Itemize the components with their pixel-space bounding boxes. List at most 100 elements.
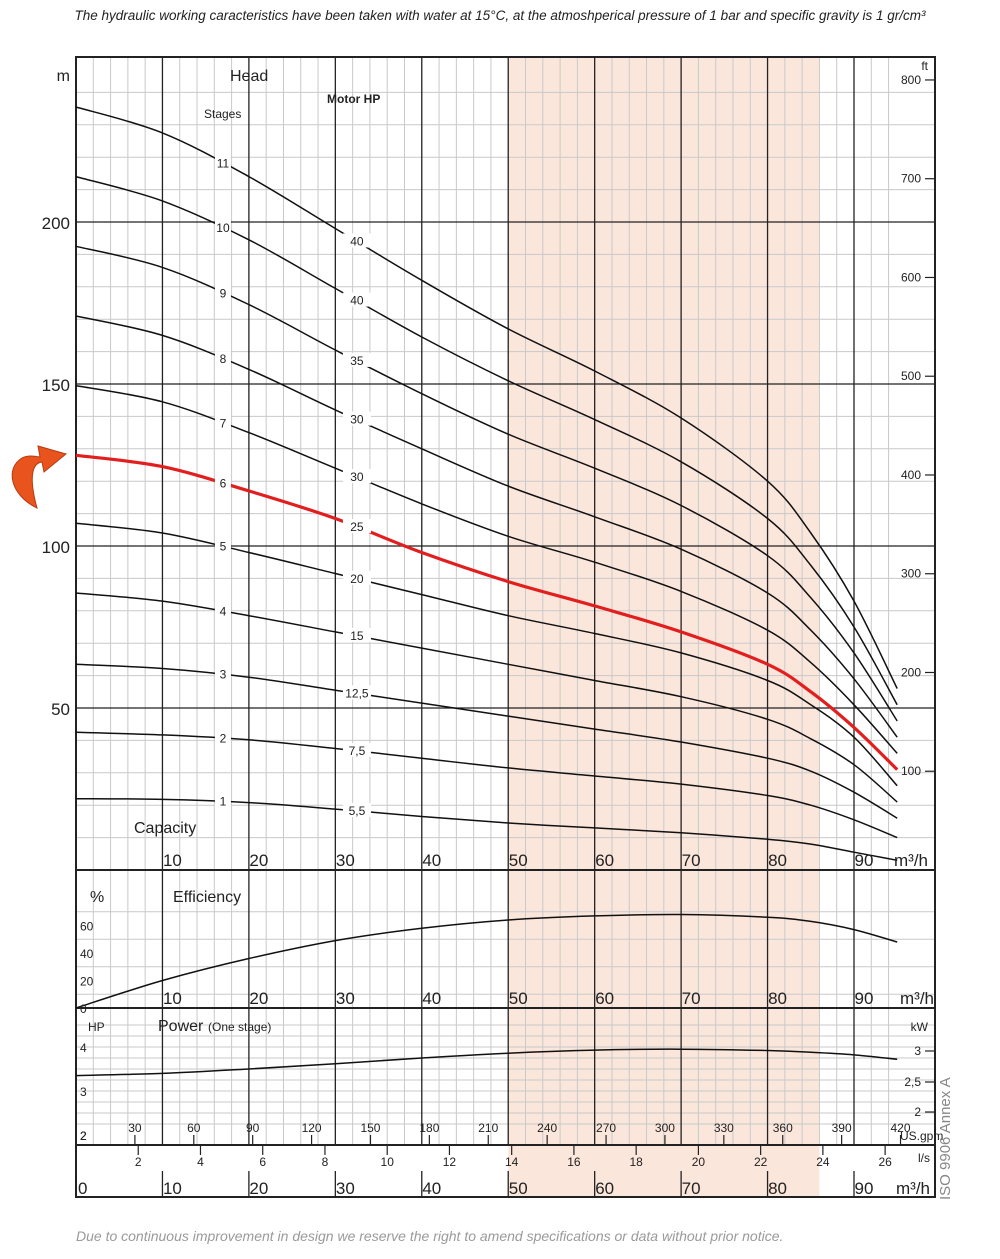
stage-label-bg (214, 730, 231, 745)
eff-x-tick: 80 (768, 989, 787, 1008)
efficiency-title: Efficiency (173, 889, 241, 906)
head-x-tick: 10 (163, 851, 182, 870)
usgpm-tick: 180 (419, 1121, 439, 1135)
head-x-unit: m³/h (894, 851, 928, 870)
stage-label-bg (214, 538, 231, 553)
eff-x-tick: 90 (855, 989, 874, 1008)
head-curve-stage-11 (75, 106, 898, 689)
usgpm-tick: 120 (302, 1121, 322, 1135)
head-x-tick: 80 (768, 851, 787, 870)
motor-label-bg (342, 627, 371, 642)
motor-label-bg (342, 742, 371, 757)
head-y-label: m (57, 68, 70, 85)
ft-tick: 300 (901, 567, 921, 581)
ls-tick: 14 (505, 1155, 519, 1169)
power-curve (75, 1048, 898, 1077)
bottom-x-tick: 50 (509, 1179, 528, 1198)
motor-label-bg (342, 802, 371, 817)
motor-label-3: 12,5 (345, 686, 369, 700)
motor-label-4: 15 (350, 629, 364, 643)
motor-label-10: 40 (350, 294, 364, 308)
stage-label-bg (214, 285, 231, 300)
stage-label-bg (214, 793, 231, 808)
stage-label-3: 3 (220, 668, 227, 682)
usgpm-tick: 240 (537, 1121, 557, 1135)
stage-label-bg (214, 155, 231, 170)
stage-label-bg (214, 475, 231, 490)
motor-label-bg (342, 518, 371, 533)
arrow-icon (11, 445, 68, 509)
eff-x-tick: 10 (163, 989, 182, 1008)
kw-tick: 3 (914, 1044, 921, 1058)
stage-label-2: 2 (220, 731, 227, 745)
power-y-tick: 3 (80, 1085, 87, 1099)
ls-tick: 4 (197, 1155, 204, 1169)
footer-note: Due to continuous improvement in design … (76, 1228, 784, 1244)
kw-tick: 2 (914, 1105, 921, 1119)
eff-y-tick: 0 (80, 1002, 87, 1016)
curves (75, 106, 899, 1077)
motor-hp-label: Motor HP (327, 92, 380, 106)
usgpm-unit: US.gpm (900, 1129, 943, 1143)
ls-tick: 22 (754, 1155, 768, 1169)
head-y-tick: 150 (42, 376, 70, 395)
ft-tick: 200 (901, 665, 921, 679)
motor-label-2: 7,5 (349, 744, 366, 758)
eff-y-tick: 40 (80, 947, 94, 961)
head-curve-stage-6 (75, 453, 899, 771)
motor-label-9: 35 (350, 354, 364, 368)
head-curve-stage-2 (75, 731, 898, 839)
bottom-x-unit: m³/h (896, 1179, 930, 1198)
ls-tick: 12 (443, 1155, 457, 1169)
motor-label-8: 30 (350, 413, 364, 427)
stage-label-6: 6 (220, 477, 227, 491)
stage-label-10: 10 (216, 221, 230, 235)
usgpm-tick: 390 (832, 1121, 852, 1135)
eff-y-tick: 60 (80, 920, 94, 934)
stage-label-1: 1 (220, 795, 227, 809)
ft-tick: 700 (901, 172, 921, 186)
ls-tick: 20 (692, 1155, 706, 1169)
stage-label-bg (214, 603, 231, 618)
eff-x-tick: 40 (422, 989, 441, 1008)
head-curve-stage-7 (75, 384, 898, 754)
head-curve-stage-8 (75, 315, 898, 738)
ls-unit: l/s (918, 1151, 930, 1165)
usgpm-tick: 270 (596, 1121, 616, 1135)
power-title: Power (158, 1018, 204, 1035)
head-curve-stage-1 (75, 797, 898, 862)
efficiency-curve (75, 913, 898, 1009)
power-y-label: HP (88, 1020, 105, 1034)
stage-label-5: 5 (220, 540, 227, 554)
power-y-tick: 2 (80, 1129, 87, 1143)
usgpm-tick: 360 (773, 1121, 793, 1135)
head-curve-stage-10 (75, 175, 898, 706)
kw-tick: 2,5 (904, 1075, 921, 1089)
head-x-tick: 70 (682, 851, 701, 870)
eff-x-tick: 20 (249, 989, 268, 1008)
bottom-x-tick: 0 (78, 1179, 87, 1198)
stage-label-bg (214, 351, 231, 366)
head-title: Head (230, 68, 268, 85)
head-curve-stage-4 (75, 592, 898, 803)
ls-tick: 18 (629, 1155, 643, 1169)
panel-labels: m ft Head Stages Motor HP Capacity% Efficiency… (57, 59, 929, 1035)
eff-x-tick: 60 (595, 989, 614, 1008)
bottom-x-tick: 10 (163, 1179, 182, 1198)
head-curve-stage-9 (75, 245, 898, 722)
usgpm-tick: 330 (714, 1121, 734, 1135)
usgpm-tick: 60 (187, 1121, 201, 1135)
chart-frame (75, 56, 936, 1198)
head-curve-stage-5 (75, 522, 898, 787)
motor-label-11: 40 (350, 234, 364, 248)
ls-tick: 6 (259, 1155, 266, 1169)
bottom-x-tick: 20 (249, 1179, 268, 1198)
stages-label: Stages (204, 107, 241, 121)
power-title-note: (One stage) (208, 1020, 271, 1034)
eff-x-tick: 30 (336, 989, 355, 1008)
motor-label-5: 20 (350, 572, 364, 586)
head-y-tick: 200 (42, 214, 70, 233)
bottom-x-tick: 30 (336, 1179, 355, 1198)
stage-label-11: 11 (217, 157, 230, 171)
